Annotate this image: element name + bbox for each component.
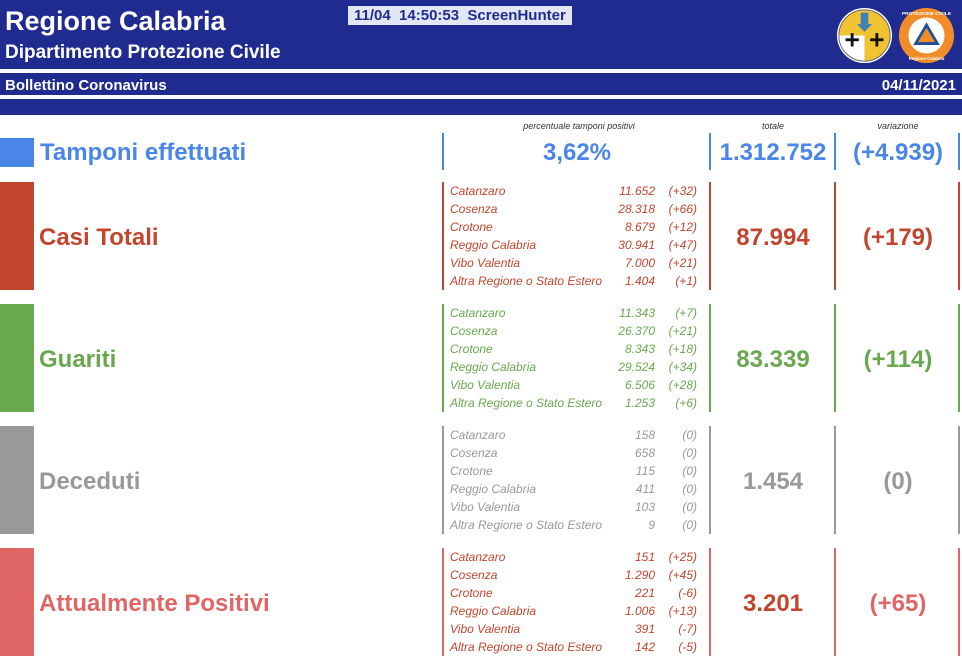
table-row: Cosenza 28.318 (+66) — [450, 202, 697, 216]
positivi-province-list: Catanzaro 151 (+25) Cosenza 1.290 (+45) Crot… — [450, 548, 705, 656]
table-row: Altra Regione o Stato Estero 1.253 (+6) — [450, 396, 697, 410]
casi-label: Casi Totali — [39, 224, 159, 251]
table-row: Catanzaro 11.652 (+32) — [450, 184, 697, 198]
bulletin-title: Bollettino Coronavirus — [5, 77, 167, 94]
guariti-divider — [834, 304, 836, 412]
deceduti-province-list: Catanzaro 158 (0) Cosenza 658 (0) Crotone 115… — [450, 426, 705, 534]
casi-divider — [709, 182, 711, 290]
table-row: Cosenza 1.290 (+45) — [450, 568, 697, 582]
table-row: Crotone 115 (0) — [450, 464, 697, 478]
page-subtitle: Dipartimento Protezione Civile — [5, 42, 281, 63]
casi-variation: (+179) — [862, 224, 934, 251]
tamponi-label: Tamponi effettuati — [40, 139, 247, 166]
guariti-divider — [958, 304, 960, 412]
table-row: Vibo Valentia 391 (-7) — [450, 622, 697, 636]
guariti-color-band — [0, 304, 34, 412]
svg-text:PROTEZIONE CIVILE: PROTEZIONE CIVILE — [902, 11, 952, 17]
deceduti-label: Deceduti — [39, 468, 141, 495]
table-row: Vibo Valentia 7.000 (+21) — [450, 256, 697, 270]
protezione-civile-logo-icon: PROTEZIONE CIVILE Regione Calabria — [898, 7, 955, 64]
positivi-divider — [958, 548, 960, 656]
table-row: Altra Regione o Stato Estero 142 (-5) — [450, 640, 697, 654]
svg-text:Regione Calabria: Regione Calabria — [909, 56, 945, 61]
variation-column-header: variazione — [877, 121, 919, 131]
deceduti-divider — [442, 426, 444, 534]
total-column-header: totale — [761, 121, 785, 131]
tamponi-divider — [834, 133, 836, 170]
table-row: Reggio Calabria 1.006 (+13) — [450, 604, 697, 618]
table-row: Cosenza 26.370 (+21) — [450, 324, 697, 338]
positivi-divider — [834, 548, 836, 656]
table-row: Reggio Calabria 29.524 (+34) — [450, 360, 697, 374]
casi-color-band — [0, 182, 34, 290]
header-bar: Regione Calabria Dipartimento Protezione… — [0, 0, 962, 71]
tamponi-variation: (+4.939) — [852, 139, 944, 166]
deceduti-variation: (0) — [883, 468, 913, 495]
regione-calabria-logo-icon — [836, 7, 893, 64]
positivi-color-band — [0, 548, 34, 656]
tamponi-divider — [442, 133, 444, 170]
guariti-total: 83.339 — [736, 346, 810, 373]
deceduti-divider — [958, 426, 960, 534]
casi-province-list: Catanzaro 11.652 (+32) Cosenza 28.318 (+66) … — [450, 182, 705, 290]
bulletin-date: 04/11/2021 — [881, 77, 956, 94]
guariti-variation: (+114) — [863, 346, 933, 373]
deceduti-divider — [709, 426, 711, 534]
casi-divider — [442, 182, 444, 290]
positivi-divider — [442, 548, 444, 656]
table-row: Altra Regione o Stato Estero 1.404 (+1) — [450, 274, 697, 288]
page-title: Regione Calabria — [5, 6, 226, 36]
deceduti-total: 1.454 — [742, 468, 804, 495]
casi-divider — [834, 182, 836, 290]
screenhunter-watermark: 11/04 14:50:53 ScreenHunter — [348, 6, 572, 25]
table-row: Reggio Calabria 411 (0) — [450, 482, 697, 496]
table-row: Catanzaro 151 (+25) — [450, 550, 697, 564]
casi-divider — [958, 182, 960, 290]
header-strip — [0, 99, 962, 115]
tamponi-total: 1.312.752 — [719, 139, 827, 166]
table-row: Crotone 221 (-6) — [450, 586, 697, 600]
guariti-province-list: Catanzaro 11.343 (+7) Cosenza 26.370 (+21) C… — [450, 304, 705, 412]
positivi-label: Attualmente Positivi — [39, 590, 270, 617]
bulletin-bar: Bollettino Coronavirus 04/11/2021 — [0, 73, 962, 97]
guariti-label: Guariti — [39, 346, 117, 373]
tamponi-color-band — [0, 138, 34, 167]
positivi-total: 3.201 — [742, 590, 804, 617]
tamponi-divider — [958, 133, 960, 170]
positivi-variation: (+65) — [869, 590, 927, 617]
table-row: Vibo Valentia 6.506 (+28) — [450, 378, 697, 392]
casi-total: 87.994 — [736, 224, 810, 251]
table-row: Reggio Calabria 30.941 (+47) — [450, 238, 697, 252]
table-row: Vibo Valentia 103 (0) — [450, 500, 697, 514]
percent-column-header: percentuale tamponi positivi — [523, 121, 635, 131]
table-row: Crotone 8.679 (+12) — [450, 220, 697, 234]
table-row: Catanzaro 158 (0) — [450, 428, 697, 442]
table-row: Altra Regione o Stato Estero 9 (0) — [450, 518, 697, 532]
positivi-divider — [709, 548, 711, 656]
tamponi-percent: 3,62% — [542, 139, 612, 166]
guariti-divider — [442, 304, 444, 412]
table-row: Catanzaro 11.343 (+7) — [450, 306, 697, 320]
deceduti-color-band — [0, 426, 34, 534]
guariti-divider — [709, 304, 711, 412]
deceduti-divider — [834, 426, 836, 534]
table-row: Crotone 8.343 (+18) — [450, 342, 697, 356]
table-row: Cosenza 658 (0) — [450, 446, 697, 460]
tamponi-divider — [709, 133, 711, 170]
